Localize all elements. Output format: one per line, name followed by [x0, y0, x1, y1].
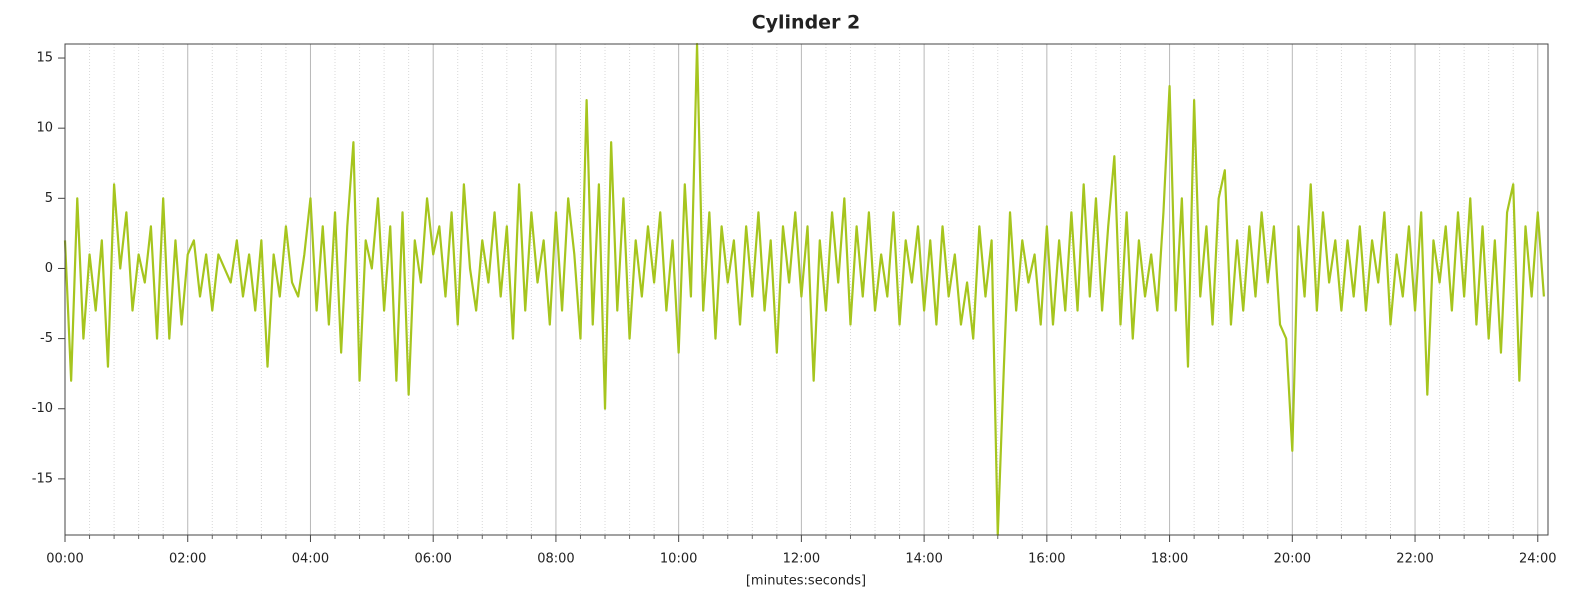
x-tick-label: 16:00: [1028, 552, 1065, 567]
x-tick-label: 12:00: [783, 552, 820, 567]
x-tick-label: 22:00: [1396, 552, 1433, 567]
x-tick-label: 18:00: [1151, 552, 1188, 567]
x-tick-label: 00:00: [46, 552, 83, 567]
y-tick-label: -5: [40, 331, 53, 346]
x-tick-label: 02:00: [169, 552, 206, 567]
x-tick-label: 08:00: [537, 552, 574, 567]
chart-title: Cylinder 2: [752, 12, 861, 34]
x-tick-label: 10:00: [660, 552, 697, 567]
plot-frame: [64, 43, 1549, 536]
y-tick-label: -15: [32, 471, 53, 486]
x-tick-label: 14:00: [905, 552, 942, 567]
x-axis-label: [minutes:seconds]: [746, 574, 866, 589]
x-tick-label: 04:00: [292, 552, 329, 567]
y-tick-label: 15: [36, 51, 53, 66]
y-tick-label: 10: [36, 121, 53, 136]
y-tick-label: -10: [32, 401, 53, 416]
x-tick-label: 06:00: [414, 552, 451, 567]
x-tick-label: 24:00: [1519, 552, 1556, 567]
x-tick-label: 20:00: [1274, 552, 1311, 567]
y-tick-label: 5: [45, 191, 53, 206]
y-tick-label: 0: [45, 261, 53, 276]
data-line: [63, 42, 1546, 537]
